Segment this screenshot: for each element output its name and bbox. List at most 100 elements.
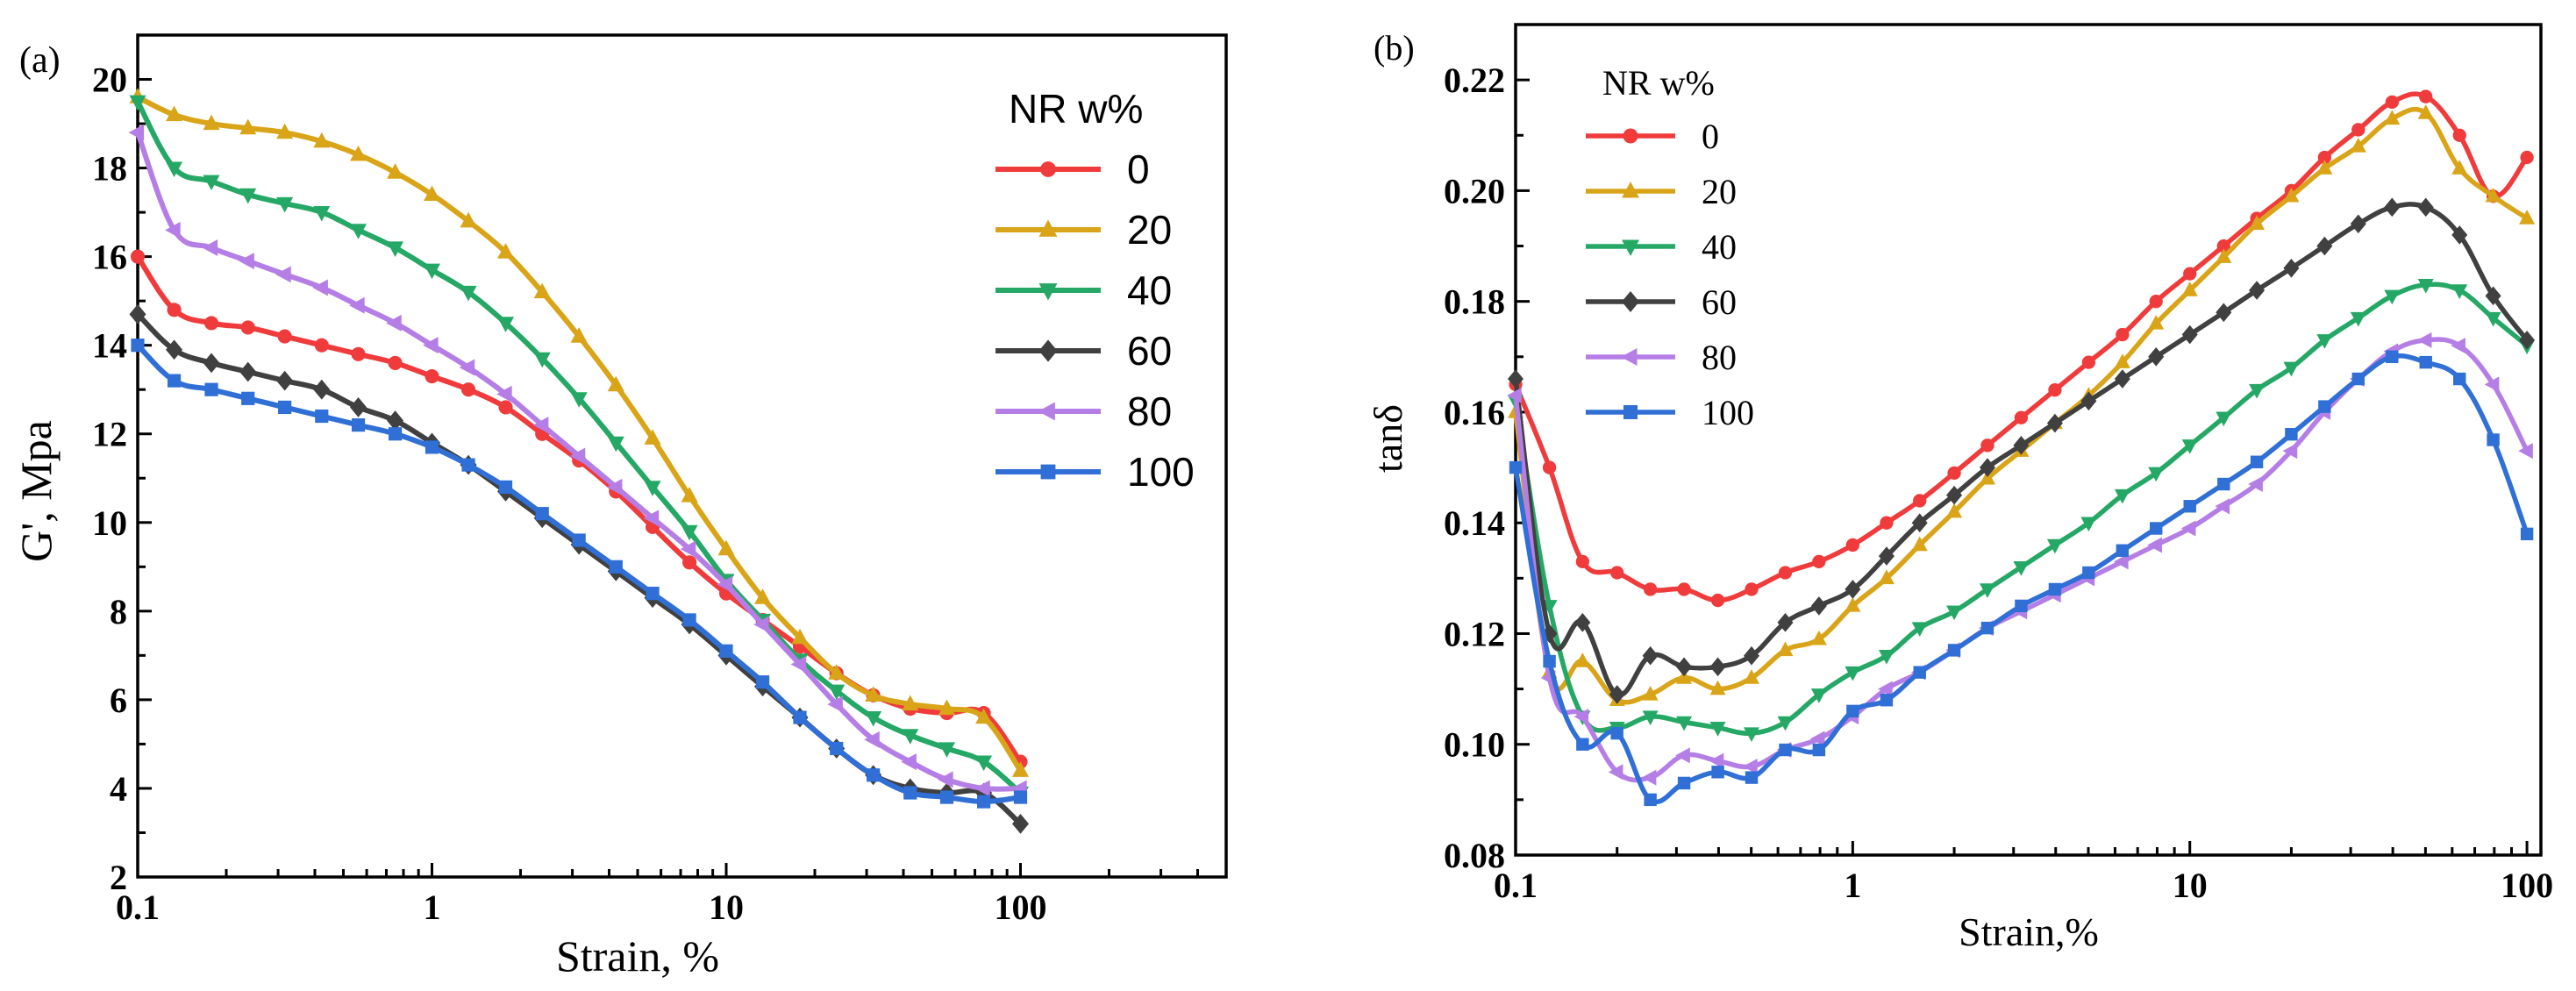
panel-label: (b)	[1374, 28, 1415, 68]
data-point-100	[2386, 350, 2399, 363]
data-point-20	[570, 327, 588, 343]
data-point-100	[1745, 771, 1759, 784]
legend-swatch-marker	[1038, 283, 1058, 301]
data-point-20	[1810, 630, 1827, 645]
data-point-0	[1913, 494, 1927, 508]
data-point-40	[2451, 284, 2468, 299]
data-point-60	[203, 353, 220, 374]
legend-label: 80	[1127, 389, 1172, 434]
data-point-40	[350, 224, 367, 239]
data-point-80	[1573, 709, 1589, 725]
data-point-60	[2283, 258, 2300, 278]
data-point-60	[387, 410, 404, 431]
legend-label: 20	[1702, 172, 1737, 211]
series-100	[1509, 350, 2534, 807]
legend-label: 0	[1702, 117, 1719, 156]
data-point-40	[1743, 727, 1759, 743]
legend-label: 0	[1127, 146, 1150, 192]
data-point-0	[2351, 123, 2365, 137]
x-tick-label: 1	[1844, 866, 1861, 905]
y-tick-label: 10	[92, 503, 127, 543]
data-point-100	[646, 587, 660, 601]
data-point-0	[1710, 593, 1725, 608]
series-line-0	[1513, 91, 2530, 603]
legend-label: 40	[1127, 267, 1172, 313]
series-line-100	[135, 343, 1021, 805]
data-point-40	[2316, 334, 2333, 349]
y-tick-label: 16	[92, 238, 127, 277]
data-point-20	[1845, 597, 1861, 612]
series-20	[129, 88, 1029, 777]
data-series-group	[128, 88, 1029, 834]
data-point-100	[939, 790, 954, 804]
series-0	[1509, 89, 2534, 608]
data-point-40	[2350, 311, 2366, 327]
data-point-0	[1643, 582, 1658, 596]
y-tick-label: 18	[92, 149, 127, 189]
series-40	[1508, 278, 2536, 743]
series-line-40	[135, 100, 1023, 795]
data-point-60	[1541, 624, 1558, 644]
data-point-80	[901, 753, 917, 771]
data-point-40	[1676, 716, 1693, 731]
data-point-20	[497, 243, 515, 259]
data-point-20	[423, 185, 440, 202]
x-tick-label: 10	[2173, 866, 2208, 905]
data-point-40	[902, 729, 919, 745]
data-point-0	[425, 368, 439, 384]
data-point-20	[1743, 669, 1759, 684]
data-point-80	[532, 417, 549, 434]
data-point-20	[644, 429, 661, 445]
data-point-80	[128, 124, 145, 141]
y-axis-ticks: 0.08 0.10 0.12 0.14 0.16 0.18 0.20 0.22	[1444, 61, 1530, 875]
data-point-40	[129, 95, 146, 111]
data-point-60	[1609, 685, 1625, 704]
data-point-100	[2183, 500, 2196, 513]
data-point-20	[1676, 669, 1693, 684]
data-point-0	[1745, 582, 1759, 596]
data-point-60	[2519, 331, 2536, 350]
data-point-80	[680, 540, 696, 558]
data-point-60	[1743, 645, 1759, 666]
series-40	[129, 95, 1029, 802]
data-point-100	[755, 675, 770, 689]
data-point-20	[2181, 282, 2198, 296]
data-point-20	[681, 487, 698, 503]
data-point-0	[2216, 239, 2230, 253]
data-point-100	[830, 741, 844, 756]
data-point-100	[1779, 743, 1792, 757]
data-point-80	[606, 478, 623, 496]
data-point-80	[349, 296, 365, 314]
data-point-60	[2114, 369, 2130, 389]
data-point-100	[1013, 790, 1028, 804]
y-tick-label: 12	[92, 415, 127, 454]
data-point-80	[2484, 376, 2500, 393]
data-point-40	[828, 684, 846, 701]
data-point-100	[167, 374, 182, 388]
data-point-100	[2015, 599, 2028, 613]
y-tick-label: 0.10	[1444, 725, 1505, 765]
data-point-40	[1709, 722, 1726, 737]
data-point-0	[388, 355, 403, 370]
data-point-20	[2316, 160, 2333, 175]
data-point-60	[1676, 657, 1693, 677]
data-point-0	[130, 249, 146, 264]
data-point-20	[460, 211, 477, 228]
x-tick-label: 10	[709, 888, 744, 927]
data-point-100	[2217, 477, 2230, 491]
data-point-100	[388, 427, 403, 441]
data-point-20	[1777, 641, 1794, 657]
data-point-20	[1911, 536, 1928, 552]
legend-label: 40	[1702, 227, 1737, 267]
data-point-20	[203, 114, 220, 131]
data-point-100	[2048, 582, 2062, 596]
data-point-100	[425, 440, 439, 454]
axes-frame	[136, 33, 1228, 879]
data-point-100	[1509, 460, 1523, 474]
y-axis-label: tanδ	[1366, 404, 1410, 473]
data-point-60	[2249, 281, 2266, 300]
plot-area-border	[136, 33, 1228, 879]
legend-entry-40: 40	[995, 267, 1172, 313]
legend-entry-80: 80	[1586, 338, 1737, 377]
x-tick-label: 0.1	[1494, 866, 1538, 905]
